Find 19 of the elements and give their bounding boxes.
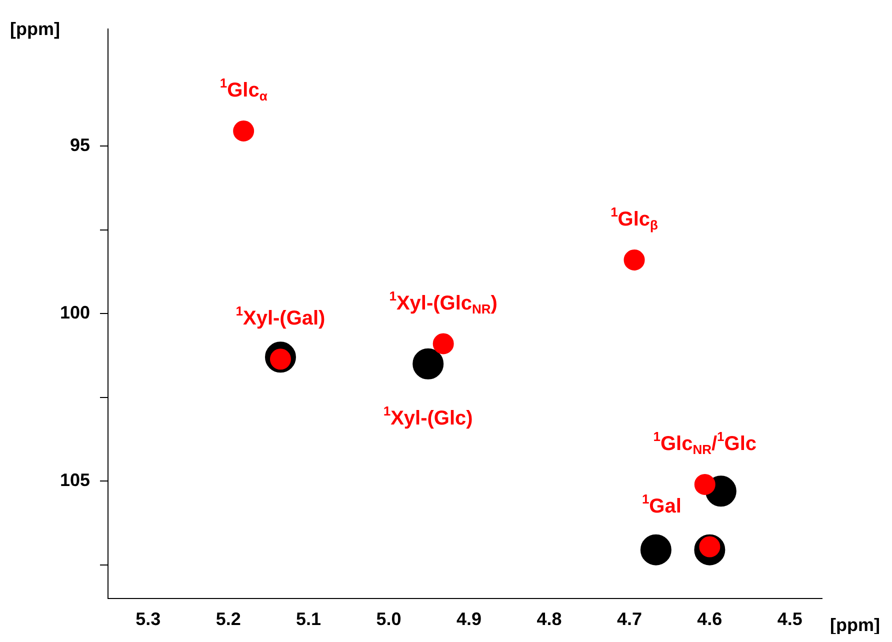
point xyxy=(432,333,454,354)
x-tick-label: 4.8 xyxy=(536,609,562,630)
y-tick-label: 100 xyxy=(60,302,90,323)
point xyxy=(640,534,672,566)
y-tick-label: 95 xyxy=(70,135,90,156)
x-tick-label: 5.0 xyxy=(376,609,402,630)
point xyxy=(233,120,254,142)
x-tick-label: 5.3 xyxy=(136,609,161,630)
x-tick-label: 4.6 xyxy=(697,609,722,630)
x-tick-label: 4.5 xyxy=(777,609,802,630)
point xyxy=(694,474,716,495)
x-tick-label: 4.9 xyxy=(456,609,482,630)
point xyxy=(412,348,444,380)
x-tick-label: 5.2 xyxy=(216,609,241,630)
point xyxy=(624,249,645,270)
x-tick-label: 4.7 xyxy=(616,609,642,630)
x-tick-label: 5.1 xyxy=(296,609,322,630)
y-tick-label: 105 xyxy=(60,470,90,490)
y-axis-title: [ppm] xyxy=(10,18,60,39)
